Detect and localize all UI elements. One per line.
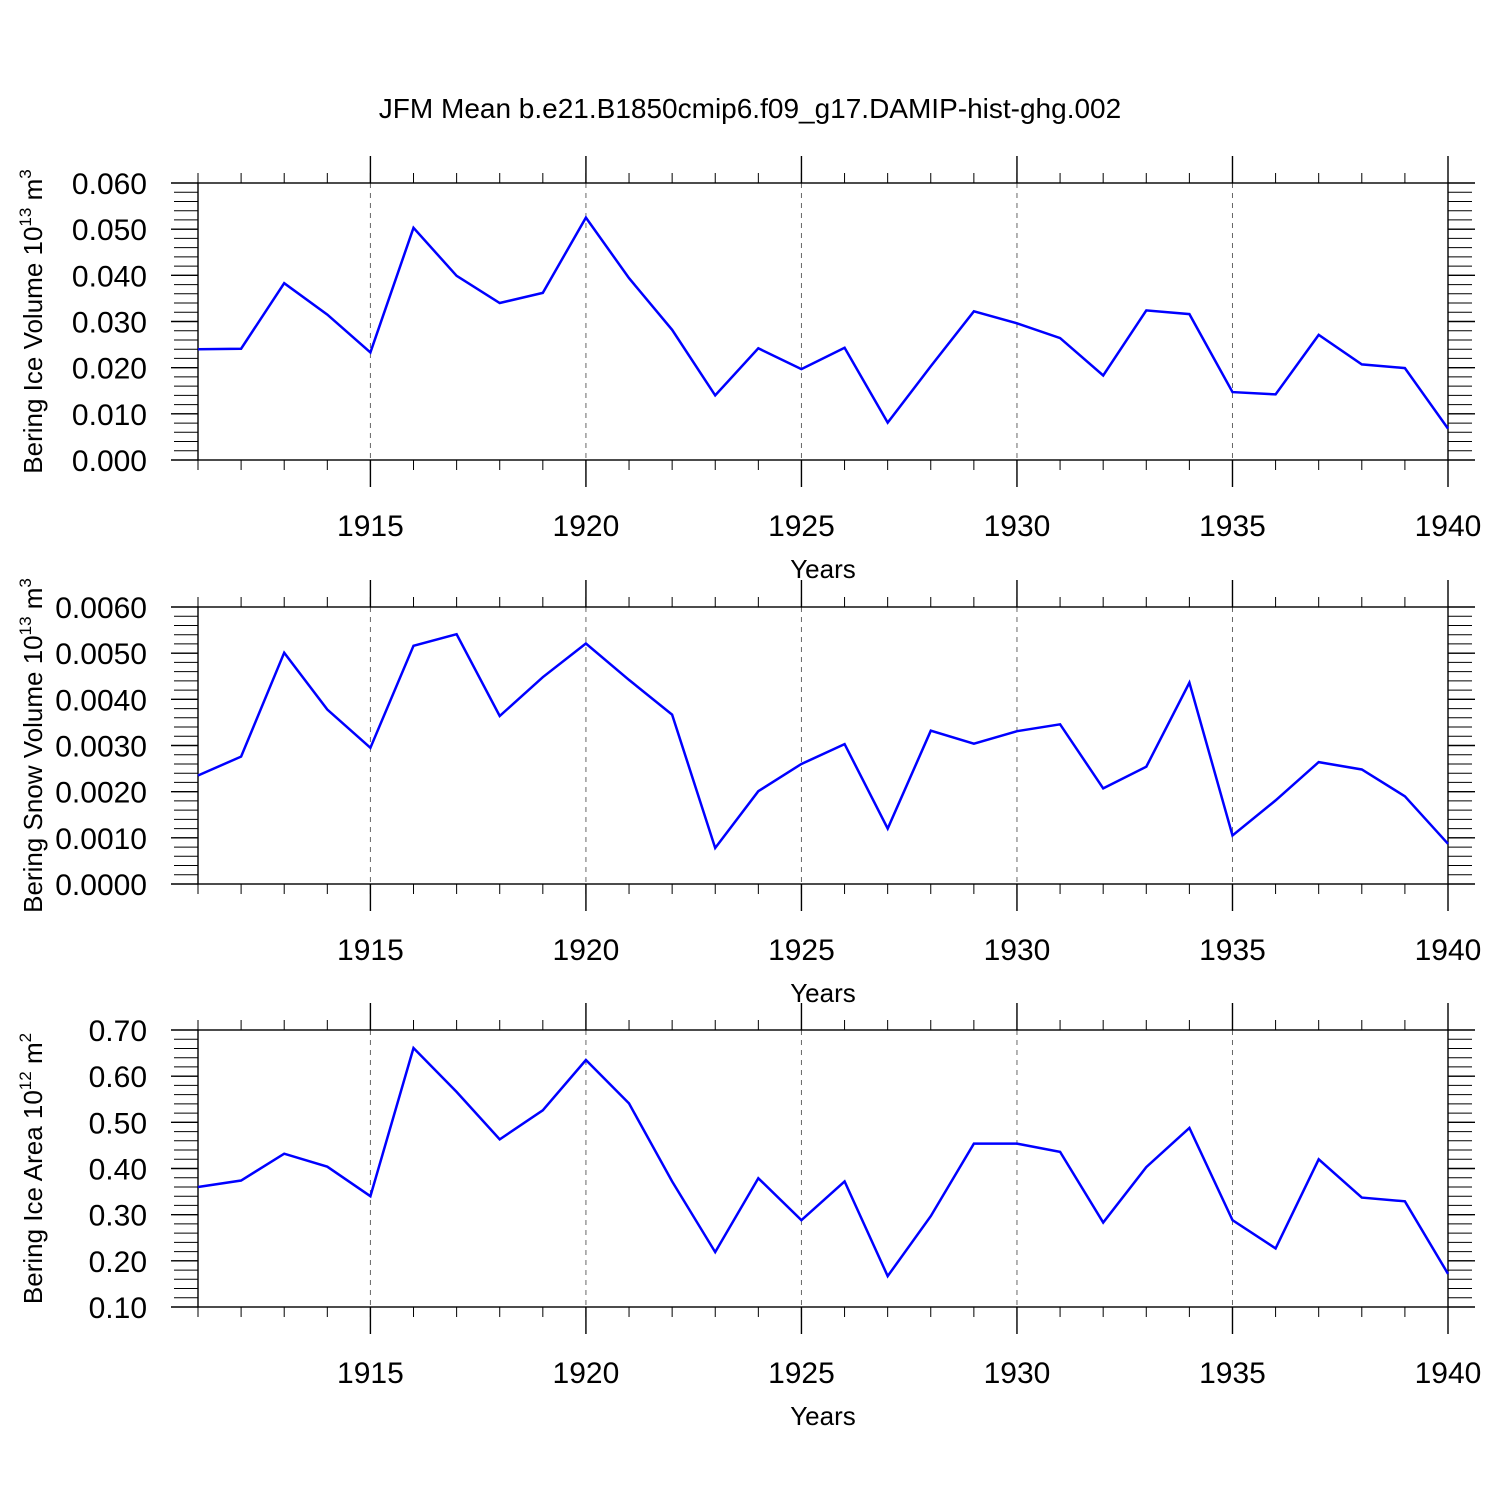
- y-tick-label: 0.040: [72, 260, 147, 293]
- x-tick-label: 1935: [1199, 934, 1266, 967]
- x-tick-label: 1940: [1415, 510, 1482, 543]
- x-tick-label: 1915: [337, 934, 404, 967]
- y-tick-label: 0.060: [72, 168, 147, 201]
- plot-frame: [197, 606, 1449, 885]
- y-tick-label: 0.0030: [55, 731, 147, 764]
- x-tick-label: 1940: [1415, 934, 1482, 967]
- y-tick-label: 0.0010: [55, 823, 147, 856]
- y-tick-label: 0.40: [89, 1154, 147, 1187]
- y-tick-label: 0.10: [89, 1292, 147, 1325]
- chart-panel-2: 0.0000 0.0010 0.0020 0.0030 0.0040 0.0050 0.00…: [16, 578, 1481, 1008]
- x-tick-label: 1935: [1199, 510, 1266, 543]
- x-tick-label: 1925: [768, 510, 835, 543]
- series-line: [197, 1045, 1450, 1279]
- y-tick-label: 0.050: [72, 214, 147, 247]
- x-tick-label: 1920: [553, 510, 620, 543]
- y-tick-label: 0.0050: [55, 638, 147, 671]
- y-tick-label: 0.000: [72, 445, 147, 478]
- y-axis-label: Bering Ice Area 1012 m2: [16, 1033, 48, 1304]
- plot-frame: [197, 1029, 1449, 1308]
- series-line: [197, 632, 1449, 851]
- x-axis-label: Years: [790, 1401, 856, 1431]
- y-axis-label: Bering Ice Volume 1013 m3: [16, 169, 48, 473]
- y-tick-label: 0.0040: [55, 684, 147, 717]
- x-tick-label: 1915: [337, 510, 404, 543]
- figure-title: JFM Mean b.e21.B1850cmip6.f09_g17.DAMIP-…: [379, 93, 1121, 124]
- y-tick-label: 0.20: [89, 1246, 147, 1279]
- chart-panel-1: 0.000 0.010 0.020 0.030 0.040 0.050 0.060 1915 1…: [16, 156, 1481, 584]
- x-tick-label: 1935: [1199, 1357, 1266, 1390]
- chart-panel-3: 0.10 0.20 0.30 0.40 0.50 0.60 0.70 1915 1920 1925…: [16, 1003, 1481, 1431]
- y-tick-label: 0.010: [72, 399, 147, 432]
- y-tick-label: 0.0000: [55, 869, 147, 902]
- y-tick-label: 0.020: [72, 353, 147, 386]
- y-tick-label: 0.60: [89, 1061, 147, 1094]
- y-tick-label: 0.30: [89, 1200, 147, 1233]
- y-tick-label: 0.50: [89, 1107, 147, 1140]
- y-tick-label: 0.0060: [55, 592, 147, 625]
- y-tick-label: 0.0020: [55, 777, 147, 810]
- x-tick-label: 1920: [553, 1357, 620, 1390]
- x-axis-label: Years: [790, 554, 856, 584]
- x-tick-label: 1930: [984, 1357, 1051, 1390]
- y-tick-label: 0.030: [72, 307, 147, 340]
- x-axis-label: Years: [790, 978, 856, 1008]
- y-tick-label: 0.70: [89, 1015, 147, 1048]
- y-axis-label: Bering Snow Volume 1013 m3: [16, 578, 48, 913]
- x-tick-label: 1925: [768, 1357, 835, 1390]
- plot-frame: [197, 182, 1449, 461]
- panels: 0.000 0.010 0.020 0.030 0.040 0.050 0.060 1915 1…: [16, 156, 1481, 1431]
- x-tick-label: 1930: [984, 934, 1051, 967]
- x-tick-label: 1930: [984, 510, 1051, 543]
- series-line: [197, 215, 1450, 430]
- x-tick-label: 1940: [1415, 1357, 1482, 1390]
- x-tick-label: 1920: [553, 934, 620, 967]
- x-tick-label: 1925: [768, 934, 835, 967]
- x-tick-label: 1915: [337, 1357, 404, 1390]
